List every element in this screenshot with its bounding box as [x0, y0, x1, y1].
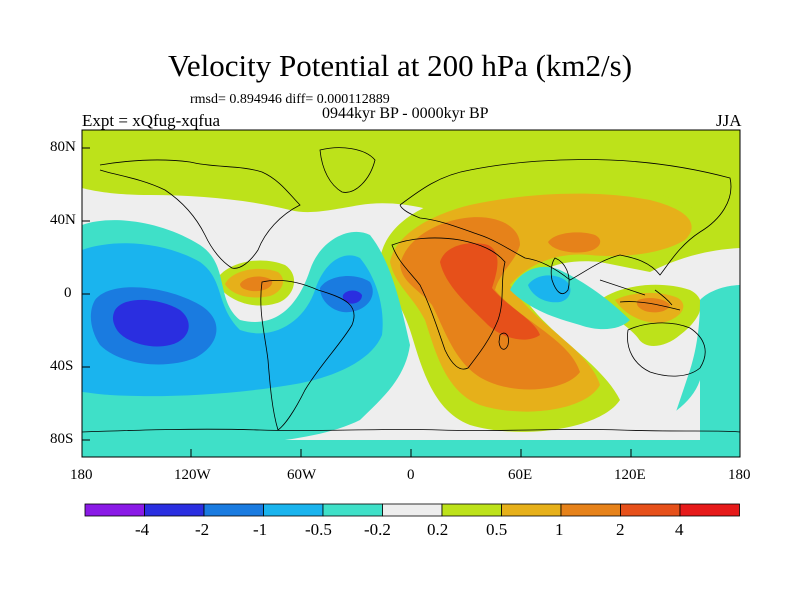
field-southern-negative — [82, 440, 740, 457]
colorbar — [84, 503, 740, 517]
coast-madagascar — [498, 332, 509, 350]
field-maritime-positive-strong — [636, 297, 670, 313]
coast-greenland — [319, 147, 376, 193]
field-central-america-positive-strong — [240, 276, 273, 292]
coast-africa — [391, 237, 506, 370]
colorbar-label-1: 1 — [555, 520, 564, 539]
colorbar-label-neg02: -0.2 — [364, 520, 391, 539]
lon-label-0: 0 — [407, 467, 415, 483]
colorbar-swatch — [203, 503, 264, 517]
colorbar-swatch — [620, 503, 681, 517]
colorbar-swatch — [382, 503, 443, 517]
experiment-label: Expt = xQfug-xqfua — [82, 111, 221, 130]
lon-label-120w: 120W — [174, 467, 211, 483]
lat-label-40s: 40S — [50, 358, 74, 374]
lon-label-120e: 120E — [614, 467, 646, 483]
field-pacific-negative-max — [112, 299, 189, 347]
coast-antarctica — [82, 428, 740, 433]
coast-eurasia — [399, 159, 732, 281]
coast-india — [550, 257, 570, 294]
colorbar-label-neg2: -2 — [195, 520, 210, 539]
lon-label-180w: 180 — [70, 467, 93, 483]
season-label: JJA — [716, 111, 742, 130]
period-label: 0944kyr BP - 0000kyr BP — [322, 105, 489, 122]
colorbar-swatch — [84, 503, 145, 517]
tick-marks — [82, 147, 632, 457]
field-southern-neutral — [400, 380, 700, 457]
lat-label-80n: 80N — [50, 139, 76, 155]
colorbar-swatch — [322, 503, 383, 517]
lat-label-80s: 80S — [50, 431, 74, 447]
colorbar-swatch — [679, 503, 740, 517]
colorbar-label-02: 0.2 — [427, 520, 449, 539]
colorbar-label-neg1: -1 — [253, 520, 268, 539]
coastlines — [82, 147, 740, 433]
field-indian-negative-med — [528, 275, 571, 303]
colorbar-swatch — [441, 503, 502, 517]
field-atlantic-negative-max — [342, 290, 362, 304]
lat-label-40n: 40N — [50, 212, 76, 228]
colorbar-label-neg05: -0.5 — [305, 520, 332, 539]
colorbar-swatch — [263, 503, 324, 517]
field-africa-positive-max — [440, 243, 540, 340]
rmsd-diff-stats: rmsd= 0.894946 diff= 0.000112889 — [190, 92, 390, 107]
colorbar-swatch — [501, 503, 562, 517]
lon-label-60e: 60E — [508, 467, 533, 483]
lon-label-60w: 60W — [287, 467, 317, 483]
coast-south-america — [260, 280, 355, 431]
map-title: Velocity Potential at 200 hPa (km2/s) — [167, 48, 633, 83]
colorbar-label-05: 0.5 — [486, 520, 508, 539]
lon-label-180e: 180 — [728, 467, 751, 483]
colorbar-swatch — [560, 503, 621, 517]
colorbar-label-2: 2 — [616, 520, 625, 539]
colorbar-swatch — [144, 503, 205, 517]
lat-label-0: 0 — [64, 285, 72, 301]
coast-indonesia — [599, 279, 681, 311]
contour-field — [82, 130, 740, 457]
colorbar-label-neg4: -4 — [135, 520, 150, 539]
coast-australia — [627, 322, 706, 377]
field-asia-positive-strong — [548, 232, 601, 253]
coast-north-america — [99, 159, 301, 269]
colorbar-label-4: 4 — [675, 520, 684, 539]
